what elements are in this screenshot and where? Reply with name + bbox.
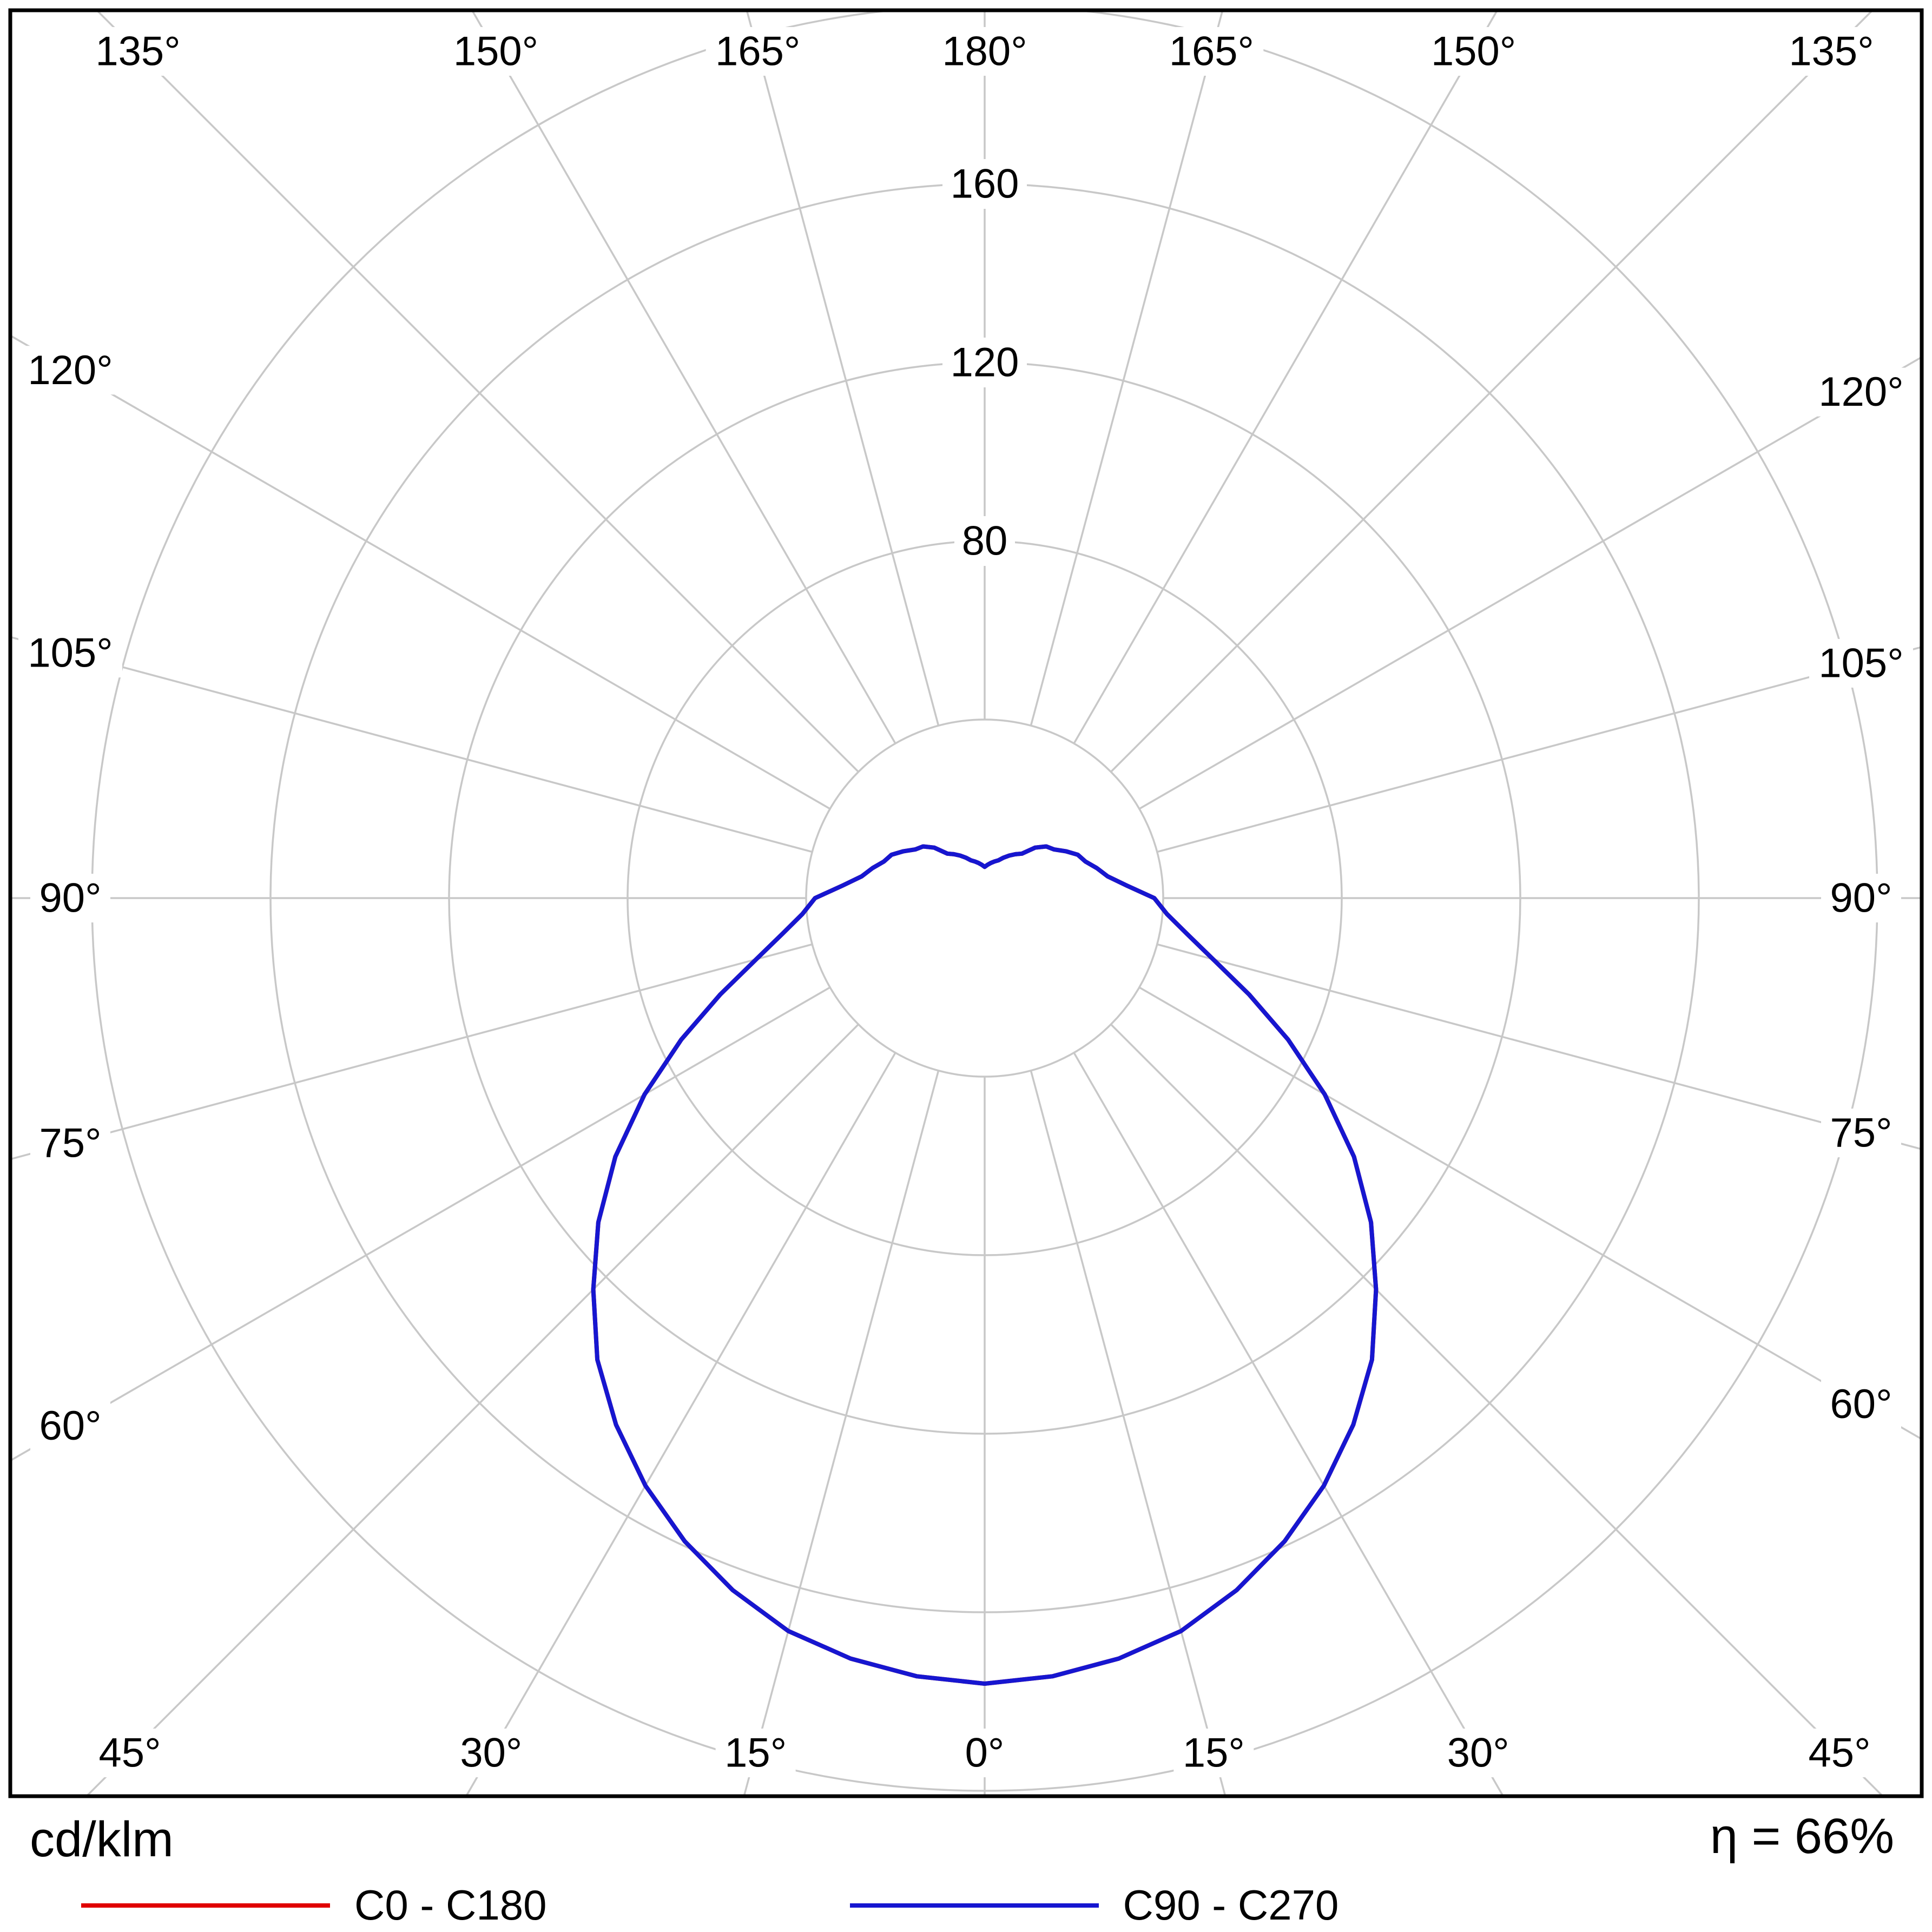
legend: C0 - C180 C90 - C270 bbox=[81, 1881, 1338, 1930]
angle-label: 60° bbox=[1830, 1381, 1893, 1427]
angle-label: 105° bbox=[1818, 640, 1903, 686]
grid-spoke bbox=[12, 986, 831, 1461]
intensity-curves bbox=[591, 844, 1379, 1686]
chart-unit-label: cd/klm bbox=[30, 1812, 174, 1867]
grid-spoke bbox=[746, 12, 940, 726]
angle-label-mask bbox=[1799, 1729, 1880, 1777]
angle-labels: 0° 15° 15° 30° 30° 45° 45° 60° 60° 75° 75° 90° 90° 10… bbox=[18, 27, 1913, 1777]
angle-label: 105° bbox=[28, 630, 113, 676]
angle-label-mask bbox=[715, 1729, 796, 1777]
angle-label-mask bbox=[30, 874, 110, 922]
grid-spoke bbox=[12, 943, 813, 1160]
ring-label: 120 bbox=[951, 340, 1019, 386]
grid-spoke bbox=[1030, 12, 1223, 726]
angle-label: 150° bbox=[453, 29, 538, 75]
angle-label: 165° bbox=[715, 29, 800, 75]
angle-label: 15° bbox=[1183, 1730, 1245, 1776]
angle-label: 120° bbox=[28, 347, 113, 393]
grid-spoke bbox=[1073, 12, 1498, 744]
legend-label-c0-c180: C0 - C180 bbox=[354, 1881, 547, 1929]
angle-label-mask bbox=[86, 27, 190, 76]
angle-label: 135° bbox=[1789, 29, 1874, 75]
grid-spoke bbox=[1110, 12, 1872, 773]
grid-spoke bbox=[1157, 943, 1920, 1150]
angle-label: 45° bbox=[1809, 1730, 1871, 1776]
grid-spoke bbox=[1138, 986, 1920, 1440]
angle-label: 135° bbox=[95, 29, 180, 75]
ring-labels: 80 120 160 bbox=[942, 159, 1027, 566]
grid-spoke bbox=[1138, 357, 1920, 810]
angle-label: 30° bbox=[1447, 1730, 1509, 1776]
ring-label-mask bbox=[954, 516, 1015, 566]
angle-label-mask bbox=[957, 1729, 1013, 1777]
grid-spoke bbox=[472, 12, 896, 744]
angle-label: 15° bbox=[724, 1730, 787, 1776]
angle-label: 180° bbox=[942, 29, 1027, 75]
ring-label: 160 bbox=[951, 161, 1019, 207]
angle-label-mask bbox=[1821, 1380, 1901, 1429]
angle-label-mask bbox=[1779, 27, 1883, 76]
ring-label-mask bbox=[942, 159, 1027, 209]
legend-item-c90-c270: C90 - C270 bbox=[849, 1881, 1339, 1930]
angle-label: 165° bbox=[1169, 29, 1254, 75]
grid-spoke bbox=[97, 12, 859, 773]
angle-label-mask bbox=[1821, 874, 1901, 922]
angle-label: 90° bbox=[1830, 875, 1893, 921]
angle-label-mask bbox=[1159, 27, 1264, 76]
angle-label: 120° bbox=[1818, 369, 1903, 415]
efficiency-label: η = 66% bbox=[1710, 1809, 1894, 1864]
angle-label-mask bbox=[451, 1729, 531, 1777]
grid-spoke bbox=[466, 1052, 896, 1795]
angle-label-mask bbox=[30, 1401, 110, 1450]
angle-label: 60° bbox=[39, 1403, 102, 1449]
angle-label-mask bbox=[933, 27, 1037, 76]
angle-label-mask bbox=[1821, 1109, 1901, 1158]
grid-spoke bbox=[1110, 1024, 1883, 1795]
grid-spoke bbox=[12, 636, 813, 853]
angle-label: 90° bbox=[39, 875, 102, 921]
angle-label: 75° bbox=[1830, 1110, 1893, 1156]
angle-label-mask bbox=[1438, 1729, 1519, 1777]
chart-frame bbox=[8, 8, 1924, 1798]
angle-label-mask bbox=[1809, 638, 1913, 688]
angle-label-mask bbox=[18, 629, 122, 678]
angle-label-mask bbox=[1809, 367, 1913, 417]
ring-label: 80 bbox=[962, 518, 1008, 564]
angle-label: 75° bbox=[39, 1120, 102, 1166]
grid-spoke bbox=[12, 335, 831, 810]
angle-label: 150° bbox=[1431, 29, 1516, 75]
angle-label-mask bbox=[30, 1118, 110, 1168]
grid-spoke bbox=[1073, 1052, 1504, 1795]
grid-ring bbox=[805, 718, 1164, 1078]
ring-label-mask bbox=[942, 338, 1027, 387]
angle-label: 30° bbox=[460, 1730, 522, 1776]
angle-label-mask bbox=[1173, 1729, 1254, 1777]
angle-label-mask bbox=[1421, 27, 1526, 76]
legend-swatch-c0-c180 bbox=[81, 1903, 330, 1908]
series-curve-c90-c270 bbox=[591, 844, 1379, 1686]
legend-label-c90-c270: C90 - C270 bbox=[1123, 1881, 1339, 1929]
angle-label-mask bbox=[444, 27, 548, 76]
grid-spoke bbox=[87, 1024, 859, 1795]
angle-label: 0° bbox=[965, 1730, 1005, 1776]
grid-spoke bbox=[1157, 646, 1920, 853]
legend-swatch-c90-c270 bbox=[849, 1903, 1099, 1908]
angle-label-mask bbox=[90, 1729, 170, 1777]
angle-label-mask bbox=[18, 346, 122, 395]
angle-label-mask bbox=[705, 27, 810, 76]
angle-label: 45° bbox=[99, 1730, 161, 1776]
legend-item-c0-c180: C0 - C180 bbox=[81, 1881, 547, 1930]
